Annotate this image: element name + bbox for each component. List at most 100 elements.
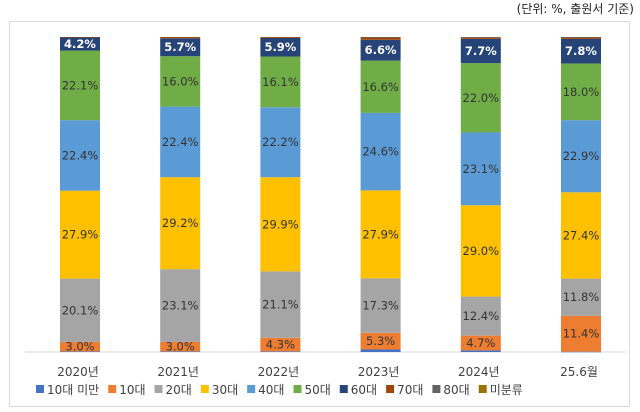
- bar-segment: [60, 37, 100, 38]
- chart-frame: [9, 21, 630, 407]
- bar-segment: [360, 278, 401, 333]
- data-label: 17.3%: [362, 299, 399, 313]
- unit-note: (단위: %, 출원서 기준): [516, 2, 634, 16]
- bar-segment: [460, 296, 501, 336]
- data-label: 12.4%: [463, 309, 500, 323]
- bar-segment: [561, 37, 601, 38]
- bar-segment: [60, 351, 100, 352]
- bar-segment: [561, 38, 601, 64]
- legend-swatch: [247, 385, 256, 393]
- legend-label: 10대: [119, 383, 145, 397]
- data-label: 4.2%: [64, 37, 96, 51]
- legend-swatch: [108, 385, 117, 393]
- bar-segment: [460, 38, 501, 64]
- data-label: 16.1%: [262, 75, 299, 89]
- data-label: 7.7%: [465, 44, 497, 58]
- legend: 10대 미만 10대 20대 30대 40대 50대 60대 70대 80대 미분류: [36, 383, 523, 397]
- legend-label: 50대: [304, 383, 330, 397]
- data-label: 5.3%: [366, 334, 395, 348]
- data-label: 23.1%: [463, 162, 500, 176]
- data-label: 5.7%: [164, 40, 196, 54]
- data-label: 3.0%: [65, 340, 94, 354]
- data-label: 29.9%: [262, 217, 299, 231]
- bar-segment: [160, 341, 201, 352]
- bar-segment: [561, 63, 601, 121]
- bar-segment: [60, 278, 100, 342]
- legend-label: 미분류: [490, 383, 523, 397]
- bar-segment: [360, 190, 401, 279]
- bar-segment: [60, 50, 100, 121]
- data-label: 5.9%: [264, 40, 296, 54]
- legend-label: 70대: [397, 383, 423, 397]
- data-label: 16.0%: [162, 74, 199, 88]
- bar-segment: [561, 351, 601, 353]
- bar-segment: [360, 349, 401, 352]
- legend-swatch: [154, 385, 163, 393]
- data-label: 21.1%: [262, 298, 299, 312]
- bar-segment: [561, 120, 601, 193]
- legend-label: 10대 미만: [47, 383, 99, 397]
- bar-segment: [460, 37, 501, 39]
- data-label: 3.0%: [166, 340, 195, 354]
- data-label: 27.9%: [62, 228, 99, 242]
- data-label: 11.8%: [563, 290, 600, 304]
- bar-segment: [460, 335, 501, 351]
- legend-swatch: [432, 385, 441, 393]
- data-label: 27.4%: [563, 228, 600, 242]
- data-label: 11.4%: [563, 327, 600, 341]
- legend-label: 80대: [443, 383, 469, 397]
- legend-swatch: [478, 385, 487, 393]
- legend-swatch: [293, 385, 302, 393]
- bar-segment: [360, 112, 401, 191]
- bar-segment: [460, 132, 501, 206]
- bar-segment: [160, 351, 201, 352]
- bar-segment: [561, 37, 601, 39]
- data-label: 24.6%: [362, 145, 399, 159]
- bar-segment: [60, 341, 100, 352]
- data-label: 22.4%: [62, 148, 99, 162]
- bar-segment: [60, 120, 100, 191]
- data-label: 22.1%: [62, 78, 99, 92]
- data-label: 20.1%: [62, 303, 99, 317]
- bar-segment: [360, 37, 401, 38]
- bars-layer: [60, 37, 601, 353]
- x-tick-label: 25.6월: [560, 365, 598, 379]
- data-label: 7.8%: [565, 44, 597, 58]
- bar-segment: [260, 37, 301, 38]
- bar-segment: [360, 39, 401, 61]
- bar-segment: [260, 107, 301, 178]
- legend-swatch: [36, 385, 44, 393]
- bar-segment: [160, 56, 201, 107]
- bar-segment: [561, 315, 601, 352]
- bar-segment: [460, 37, 501, 38]
- bar-segment: [561, 278, 601, 316]
- bar-segment: [260, 271, 301, 338]
- bar-segment: [360, 37, 401, 40]
- data-label: 22.2%: [262, 135, 299, 149]
- bar-segment: [260, 56, 301, 108]
- legend-swatch: [386, 385, 395, 393]
- bar-segment: [360, 332, 401, 350]
- data-label: 22.4%: [162, 135, 199, 149]
- bar-segment: [260, 37, 301, 57]
- legend-label: 60대: [351, 383, 377, 397]
- data-label: 29.2%: [162, 216, 199, 230]
- bar-segment: [60, 37, 100, 51]
- data-label: 4.3%: [266, 338, 295, 352]
- bar-segment: [160, 269, 201, 342]
- data-label: 4.7%: [466, 336, 495, 350]
- bar-segment: [160, 106, 201, 178]
- bar-segment: [460, 205, 501, 297]
- bar-segment: [160, 38, 201, 57]
- bar-segment: [160, 37, 201, 39]
- legend-label: 40대: [258, 383, 284, 397]
- x-tick-label: 2023년: [358, 365, 400, 379]
- data-label: 29.0%: [463, 244, 500, 258]
- bar-segment: [561, 192, 601, 279]
- x-tick-label: 2020년: [57, 365, 99, 379]
- x-tick-label: 2021년: [157, 365, 199, 379]
- legend-swatch: [200, 385, 209, 393]
- data-label: 22.0%: [463, 91, 500, 105]
- legend-label: 20대: [166, 383, 192, 397]
